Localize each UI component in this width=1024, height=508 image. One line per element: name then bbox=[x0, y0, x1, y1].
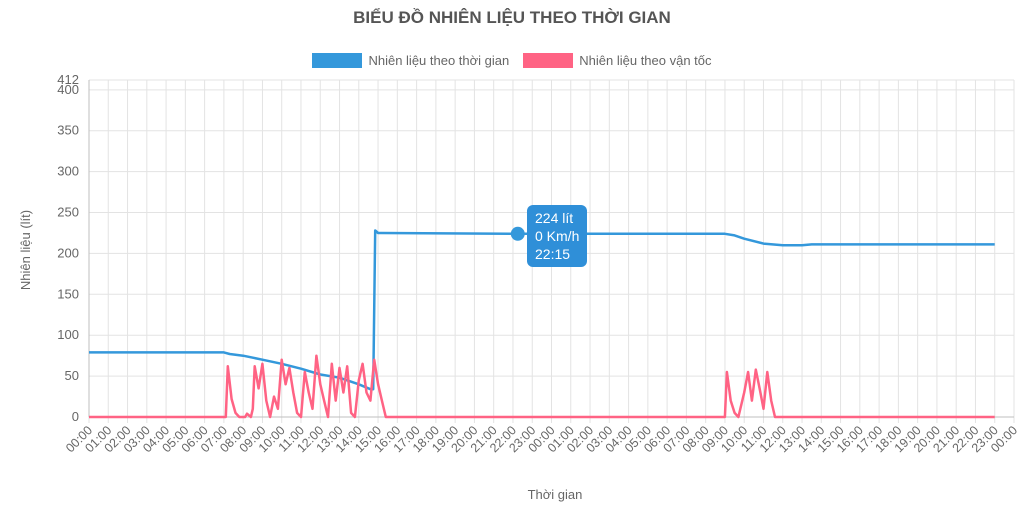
legend-swatch-fuel-speed bbox=[523, 53, 574, 68]
y-tick-label: 100 bbox=[57, 327, 79, 342]
y-tick-label: 0 bbox=[72, 409, 79, 424]
tooltip-line-time: 22:15 bbox=[535, 246, 571, 262]
y-tick-label: 300 bbox=[57, 164, 79, 179]
y-tick-label: 350 bbox=[57, 123, 79, 138]
legend-item-fuel-speed[interactable]: Nhiên liệu theo vận tốc bbox=[523, 53, 712, 68]
y-tick-label: 150 bbox=[57, 286, 79, 301]
x-axis-label: Thời gian bbox=[528, 487, 583, 502]
legend-swatch-fuel-time bbox=[312, 53, 363, 68]
y-axis-label: Nhiên liệu (lít) bbox=[18, 210, 33, 290]
legend-label-fuel-speed: Nhiên liệu theo vận tốc bbox=[579, 53, 712, 68]
y-tick-label: 400 bbox=[57, 82, 79, 97]
y-tick-label: 50 bbox=[65, 368, 79, 383]
tooltip-point[interactable] bbox=[510, 226, 525, 241]
y-tick-label: 250 bbox=[57, 205, 79, 220]
series-lines bbox=[89, 229, 995, 419]
legend-item-fuel-time[interactable]: Nhiên liệu theo thời gian bbox=[312, 53, 509, 68]
y-tick-label: 200 bbox=[57, 245, 79, 260]
chart-title: BIỂU ĐỒ NHIÊN LIỆU THEO THỜI GIAN bbox=[353, 8, 671, 27]
legend-label-fuel-time: Nhiên liệu theo thời gian bbox=[368, 53, 510, 68]
chart-legend: Nhiên liệu theo thời gian Nhiên liệu the… bbox=[0, 53, 1024, 68]
series-fuel-time-line bbox=[89, 229, 995, 391]
tooltip: 224 lít 0 Km/h 22:15 bbox=[527, 205, 588, 267]
tooltip-line-fuel: 224 lít bbox=[535, 210, 574, 226]
series-fuel-speed-line bbox=[89, 354, 995, 419]
y-tick-label: 412 bbox=[57, 72, 79, 87]
tooltip-line-speed: 0 Km/h bbox=[535, 228, 580, 244]
